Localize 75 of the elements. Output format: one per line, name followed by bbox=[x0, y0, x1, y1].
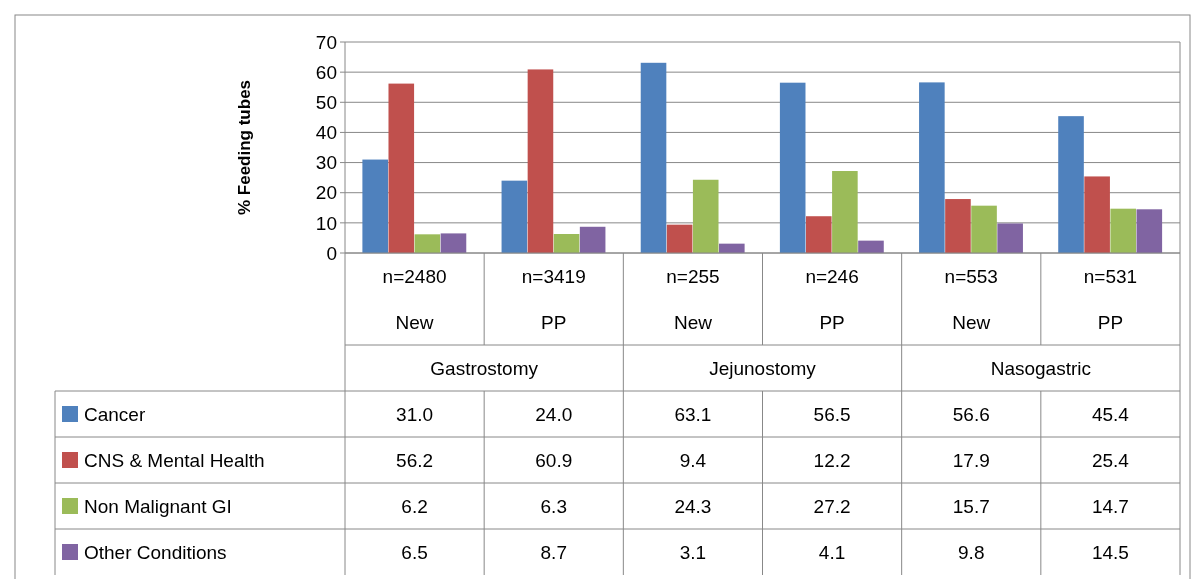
x-tick-label: n=553 bbox=[944, 265, 998, 287]
bar bbox=[805, 216, 832, 253]
bar bbox=[440, 233, 467, 253]
legend-label: Non Malignant GI bbox=[84, 495, 232, 517]
bar bbox=[666, 224, 693, 253]
text: New bbox=[395, 311, 434, 333]
data-label: 12.2 bbox=[813, 449, 851, 471]
legend-label: Other Conditions bbox=[84, 541, 227, 563]
bar bbox=[553, 234, 580, 253]
y-tick-label: 10 bbox=[315, 212, 337, 234]
x-tick-label: n=3419 bbox=[521, 265, 586, 287]
data-label: 8.7 bbox=[540, 541, 567, 563]
data-label: 17.9 bbox=[952, 449, 990, 471]
data-label: 56.6 bbox=[952, 403, 990, 425]
text: Gastrostomy bbox=[430, 357, 539, 379]
data-label: 60.9 bbox=[535, 449, 573, 471]
text: PP bbox=[1097, 311, 1124, 333]
y-tick-label: 50 bbox=[315, 91, 337, 113]
data-label: 14.7 bbox=[1091, 495, 1129, 517]
data-label: 3.1 bbox=[679, 541, 707, 563]
bar bbox=[640, 62, 667, 253]
text: Jejunostomy bbox=[709, 357, 817, 379]
data-label: 6.3 bbox=[540, 495, 567, 517]
data-label: 6.2 bbox=[401, 495, 428, 517]
data-label: 15.7 bbox=[952, 495, 990, 517]
y-tick-label: 40 bbox=[315, 122, 337, 144]
bar bbox=[501, 180, 528, 253]
bar bbox=[362, 159, 388, 253]
data-label: 9.8 bbox=[958, 541, 985, 563]
bar bbox=[1058, 116, 1084, 253]
bar bbox=[779, 82, 806, 253]
data-label: 4.1 bbox=[818, 541, 846, 563]
bar bbox=[388, 83, 415, 253]
text: PP bbox=[541, 311, 567, 333]
bar bbox=[832, 171, 858, 253]
y-tick-label: 0 bbox=[326, 242, 337, 264]
data-label: 24.0 bbox=[535, 403, 573, 425]
x-tick-label: n=246 bbox=[805, 265, 859, 287]
y-tick-label: 70 bbox=[315, 31, 337, 53]
bar bbox=[1110, 208, 1137, 253]
data-label: 31.0 bbox=[396, 403, 434, 425]
text: New bbox=[673, 311, 713, 333]
bar bbox=[919, 82, 945, 253]
data-label: 25.4 bbox=[1091, 449, 1130, 471]
data-label: 27.2 bbox=[813, 495, 851, 517]
data-label: 9.4 bbox=[679, 449, 707, 471]
data-label: 14.5 bbox=[1091, 541, 1129, 563]
bar bbox=[971, 205, 997, 253]
legend-label: CNS & Mental Health bbox=[84, 449, 265, 471]
data-label: 63.1 bbox=[674, 403, 712, 425]
legend-label: Cancer bbox=[84, 403, 146, 425]
y-tick-label: 30 bbox=[315, 152, 337, 174]
y-tick-label: 60 bbox=[315, 61, 337, 83]
data-label: 56.2 bbox=[396, 449, 434, 471]
y-axis-title: % Feeding tubes bbox=[235, 79, 254, 216]
data-label: 56.5 bbox=[813, 403, 851, 425]
bar bbox=[997, 223, 1023, 253]
bar bbox=[579, 226, 606, 253]
bar bbox=[527, 69, 554, 253]
text: PP bbox=[819, 311, 845, 333]
x-tick-label: n=2480 bbox=[382, 265, 447, 287]
data-label: 24.3 bbox=[674, 495, 712, 517]
text: Nasogastric bbox=[990, 357, 1091, 379]
x-tick-label: n=531 bbox=[1083, 265, 1138, 287]
text: New bbox=[952, 311, 991, 333]
bar bbox=[414, 234, 441, 253]
bar bbox=[1136, 209, 1163, 253]
data-label: 45.4 bbox=[1091, 403, 1130, 425]
data-label: 6.5 bbox=[401, 541, 428, 563]
bar bbox=[1084, 176, 1110, 253]
bar bbox=[858, 240, 884, 253]
bar bbox=[945, 199, 971, 253]
bar bbox=[692, 179, 719, 253]
y-tick-label: 20 bbox=[315, 182, 337, 204]
x-tick-label: n=255 bbox=[666, 265, 720, 287]
